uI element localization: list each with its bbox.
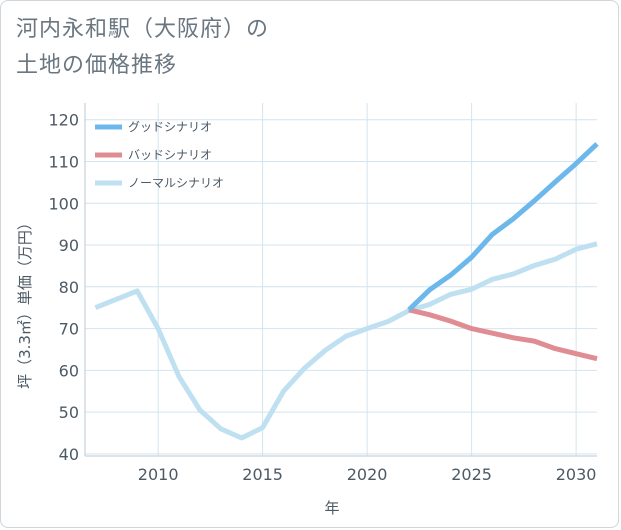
y-tick-50: 50 [59,403,79,422]
grid-lines [85,103,597,456]
chart-title-line-1: 河内永和駅（大阪府）の [16,17,270,42]
series-line-1 [407,142,599,312]
x-tick-2020: 2020 [347,465,388,484]
tick-labels: 40 50 60 70 80 90 100 110 120 2010 2015 2020 2025 203… [48,111,596,484]
y-tick-90: 90 [59,236,79,255]
y-tick-80: 80 [59,278,79,297]
series-line-2 [408,307,598,362]
y-tick-40: 40 [59,445,79,464]
legend-label-3: ノーマルシナリオ [128,176,224,190]
y-tick-60: 60 [59,361,79,380]
y-tick-100: 100 [48,194,79,213]
axes [84,103,597,457]
legend-label-2: バッドシナリオ [128,148,212,162]
chart-title: 河内永和駅（大阪府）の 土地の価格推移 [16,12,376,84]
y-tick-110: 110 [48,152,79,171]
chart-title-line-2: 土地の価格推移 [16,53,178,78]
legend-label-1: グッドシナリオ [128,120,212,134]
series-lines [94,142,599,441]
y-axis-label: 坪（3.3㎡）単価（万円） [16,215,34,389]
x-tick-2030: 2030 [556,465,597,484]
x-tick-2015: 2015 [242,465,283,484]
x-tick-2025: 2025 [451,465,492,484]
x-axis-label: 年 [324,499,339,517]
series-line-3 [94,241,598,441]
y-tick-70: 70 [59,320,79,339]
y-tick-120: 120 [48,111,79,130]
x-tick-2010: 2010 [138,465,179,484]
